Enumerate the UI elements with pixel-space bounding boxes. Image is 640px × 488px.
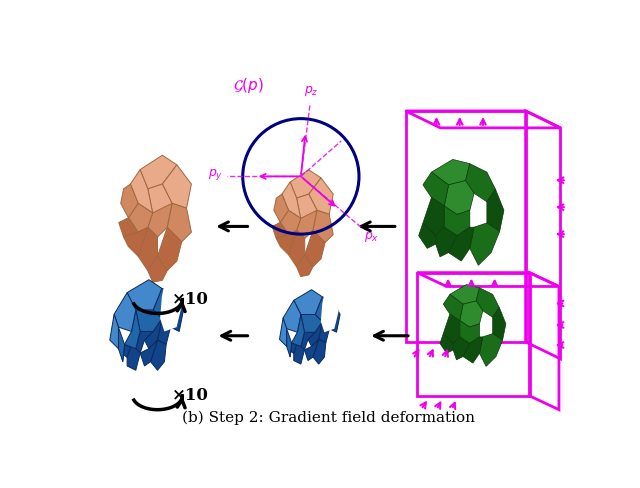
Polygon shape bbox=[423, 172, 449, 206]
Text: (b) Step 2: Gradient field deformation: (b) Step 2: Gradient field deformation bbox=[182, 411, 474, 425]
Polygon shape bbox=[131, 170, 153, 213]
Polygon shape bbox=[444, 294, 463, 321]
Polygon shape bbox=[167, 203, 191, 242]
Polygon shape bbox=[444, 206, 470, 236]
Polygon shape bbox=[419, 223, 436, 248]
Polygon shape bbox=[296, 255, 313, 277]
Polygon shape bbox=[136, 310, 162, 331]
Polygon shape bbox=[280, 318, 287, 346]
Polygon shape bbox=[140, 155, 177, 189]
Text: $p_x$: $p_x$ bbox=[364, 230, 380, 244]
Text: ×10: ×10 bbox=[172, 387, 209, 405]
Polygon shape bbox=[282, 182, 301, 218]
Polygon shape bbox=[163, 165, 191, 208]
Polygon shape bbox=[150, 340, 166, 370]
Polygon shape bbox=[431, 160, 470, 185]
Polygon shape bbox=[296, 194, 317, 223]
Polygon shape bbox=[305, 230, 325, 267]
Polygon shape bbox=[436, 227, 457, 257]
Polygon shape bbox=[463, 337, 483, 363]
Polygon shape bbox=[127, 331, 140, 357]
Polygon shape bbox=[283, 300, 301, 332]
Polygon shape bbox=[124, 227, 148, 256]
Polygon shape bbox=[294, 343, 305, 364]
Polygon shape bbox=[449, 227, 474, 261]
Polygon shape bbox=[330, 300, 340, 332]
Polygon shape bbox=[119, 218, 138, 237]
Polygon shape bbox=[313, 339, 326, 364]
Polygon shape bbox=[170, 293, 184, 331]
Polygon shape bbox=[160, 284, 182, 331]
Polygon shape bbox=[289, 343, 301, 357]
Polygon shape bbox=[296, 210, 317, 239]
Polygon shape bbox=[280, 210, 301, 235]
Polygon shape bbox=[110, 314, 118, 349]
Text: ×10: ×10 bbox=[172, 291, 209, 308]
Polygon shape bbox=[274, 194, 289, 223]
Polygon shape bbox=[145, 319, 162, 349]
Polygon shape bbox=[313, 210, 333, 243]
Polygon shape bbox=[301, 314, 323, 332]
Polygon shape bbox=[440, 334, 453, 353]
Polygon shape bbox=[287, 329, 292, 357]
Polygon shape bbox=[125, 310, 140, 349]
Polygon shape bbox=[157, 314, 170, 345]
Polygon shape bbox=[127, 280, 162, 310]
Polygon shape bbox=[479, 334, 502, 366]
Polygon shape bbox=[423, 198, 444, 236]
Polygon shape bbox=[460, 321, 479, 344]
Polygon shape bbox=[294, 332, 305, 353]
Polygon shape bbox=[157, 227, 182, 271]
Polygon shape bbox=[487, 189, 504, 231]
Polygon shape bbox=[292, 314, 305, 346]
Polygon shape bbox=[131, 331, 153, 353]
Polygon shape bbox=[129, 203, 153, 232]
Polygon shape bbox=[121, 345, 136, 362]
Polygon shape bbox=[148, 256, 167, 282]
Polygon shape bbox=[276, 230, 296, 255]
Polygon shape bbox=[444, 181, 474, 215]
Polygon shape bbox=[114, 293, 136, 331]
Polygon shape bbox=[148, 184, 172, 218]
Polygon shape bbox=[450, 285, 479, 304]
Polygon shape bbox=[309, 178, 333, 214]
Text: $p_y$: $p_y$ bbox=[208, 166, 223, 182]
Polygon shape bbox=[444, 314, 460, 344]
Polygon shape bbox=[272, 223, 289, 239]
Polygon shape bbox=[460, 301, 483, 327]
Polygon shape bbox=[290, 170, 321, 198]
Polygon shape bbox=[127, 345, 140, 370]
Polygon shape bbox=[118, 327, 125, 362]
Polygon shape bbox=[465, 163, 495, 202]
Polygon shape bbox=[153, 288, 175, 319]
Polygon shape bbox=[298, 332, 315, 350]
Polygon shape bbox=[321, 293, 339, 332]
Polygon shape bbox=[493, 307, 506, 340]
Polygon shape bbox=[308, 322, 323, 346]
Polygon shape bbox=[140, 340, 157, 366]
Polygon shape bbox=[138, 227, 157, 271]
Polygon shape bbox=[148, 203, 172, 237]
Polygon shape bbox=[453, 337, 470, 360]
Polygon shape bbox=[121, 184, 138, 218]
Polygon shape bbox=[470, 223, 500, 265]
Polygon shape bbox=[305, 339, 319, 361]
Polygon shape bbox=[315, 297, 333, 322]
Polygon shape bbox=[476, 288, 499, 317]
Text: $p_z$: $p_z$ bbox=[305, 84, 319, 98]
Polygon shape bbox=[289, 230, 305, 267]
Polygon shape bbox=[294, 290, 323, 314]
Polygon shape bbox=[319, 318, 330, 343]
Text: $\mathcal{G}(p)$: $\mathcal{G}(p)$ bbox=[233, 76, 264, 95]
